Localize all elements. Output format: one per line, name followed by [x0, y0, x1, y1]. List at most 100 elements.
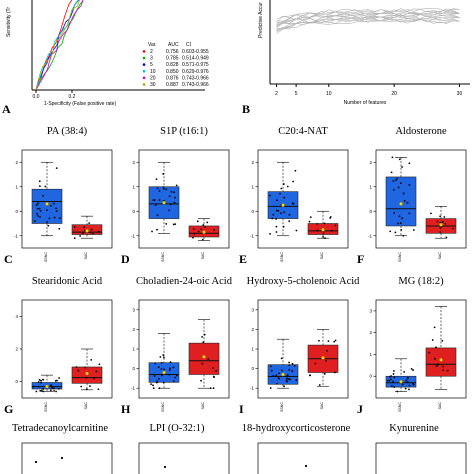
- boxplot-point: [150, 383, 152, 386]
- boxplot-point: [433, 357, 436, 360]
- boxplot-point: [152, 387, 155, 390]
- boxplot-point: [46, 221, 49, 223]
- boxplot-point: [49, 389, 52, 392]
- boxplot-point: [172, 366, 175, 369]
- boxplot-point: [392, 373, 395, 375]
- boxplot-mean-marker: [202, 230, 206, 234]
- boxplot-point: [390, 171, 393, 174]
- roc-legend-var: 2: [150, 49, 153, 55]
- boxplot-point: [408, 184, 411, 186]
- boxplot-point: [318, 339, 320, 342]
- roc-legend-ci: 0.571-0.975: [182, 62, 209, 68]
- boxplot-point: [168, 369, 171, 371]
- boxplot-point: [173, 201, 176, 204]
- boxplot-point: [39, 389, 42, 392]
- boxplot-point: [322, 232, 325, 235]
- boxplot-point: [286, 380, 289, 383]
- boxplot-point: [393, 386, 396, 388]
- boxplot-point: [446, 369, 449, 372]
- roc-curve: [35, 0, 84, 91]
- boxplot-point: [209, 387, 212, 390]
- boxplot-point: [269, 365, 272, 368]
- boxplot-point: [391, 156, 394, 159]
- boxplot-point: [42, 390, 45, 393]
- boxplot-y-tick-label: 0: [132, 366, 135, 371]
- roc-legend-ci: 0.629-0.976: [182, 69, 209, 75]
- boxplot-y-tick-label: 0: [369, 374, 372, 379]
- boxplot-y-tick-label: 1: [369, 352, 372, 357]
- boxplot-point: [399, 222, 402, 224]
- boxplot-point: [288, 361, 291, 364]
- boxplot-mean-marker: [281, 372, 285, 377]
- boxplot-point: [408, 212, 411, 215]
- boxplot-point: [58, 217, 61, 220]
- boxplot-point: [83, 226, 86, 228]
- boxplot-point: [170, 190, 173, 193]
- panel-letter-d: D: [121, 252, 130, 266]
- boxplot-point: [275, 374, 278, 377]
- boxplot-point: [36, 214, 39, 217]
- boxplot-point: [282, 225, 285, 228]
- boxplot-point: [402, 192, 405, 195]
- boxplot-y-tick-label: -1: [250, 233, 254, 238]
- boxplot-point: [38, 180, 41, 183]
- boxplot-point: [73, 237, 76, 240]
- roc-legend-var: 3: [150, 56, 153, 62]
- boxplot-point: [401, 217, 403, 220]
- boxplot-y-tick-label: 0: [132, 209, 135, 214]
- boxplot-point: [206, 221, 209, 224]
- boxplot-point: [37, 385, 40, 388]
- boxplot-point: [196, 220, 199, 223]
- boxplot-point: [156, 187, 159, 190]
- boxplot-point: [201, 238, 204, 241]
- boxplot-point: [278, 372, 280, 375]
- boxplot-point: [77, 369, 80, 372]
- boxplot-point: [89, 385, 91, 388]
- boxplot-point: [91, 232, 94, 235]
- boxplot-point: [168, 373, 171, 376]
- boxplot-title: Aldosterone: [395, 126, 447, 137]
- boxplot-title: MG (18:2): [398, 276, 444, 287]
- boxplot-point: [39, 209, 42, 212]
- boxplot-point: [408, 388, 410, 391]
- boxplot-point: [392, 380, 394, 383]
- boxplot-point: [276, 199, 278, 202]
- boxplot-point: [165, 188, 168, 191]
- boxplot-category-label: SAC: [438, 252, 442, 260]
- boxplot-point: [396, 390, 399, 393]
- boxplot-point: [392, 180, 395, 182]
- boxplot-point: [48, 217, 51, 220]
- boxplot-point: [288, 220, 291, 222]
- boxplot-point: [35, 204, 38, 206]
- boxplot-point: [291, 370, 294, 372]
- boxplot-mean-marker: [85, 229, 89, 233]
- boxplot-panel: C20:4-NAT -1 0 1 2 SSNC SAC: [250, 126, 349, 262]
- boxplot-point: [282, 183, 285, 185]
- boxplot-point: [289, 378, 291, 381]
- boxplot-point: [42, 388, 45, 390]
- boxplot-point: [435, 346, 437, 349]
- boxplot-point: [334, 224, 337, 227]
- boxplot-point: [53, 216, 56, 219]
- boxplot-point: [399, 182, 402, 185]
- boxplot-point: [388, 379, 391, 382]
- boxplot-point: [158, 190, 161, 192]
- boxplot-point: [53, 202, 55, 205]
- boxplot-point: [55, 167, 58, 169]
- boxplot-point: [439, 226, 442, 229]
- boxplot-point: [37, 202, 40, 205]
- boxplot-point: [161, 374, 163, 377]
- roc-legend-ci: 0.603-0.955: [182, 49, 209, 55]
- boxplot-point: [193, 233, 196, 235]
- boxplot-point: [162, 381, 165, 384]
- panel-b-accuracy: 2 5 10 20 30 Number of features Predictive A…: [258, 0, 470, 106]
- boxplot-y-tick-label: 1: [15, 184, 18, 189]
- boxplot-point: [285, 379, 288, 382]
- bottom-frame-2: [257, 442, 349, 474]
- roc-legend-marker: [142, 63, 146, 66]
- boxplot-point: [394, 231, 397, 234]
- boxplot-category-label: SSNC: [398, 402, 402, 412]
- boxplot-category-label: SSNC: [44, 252, 48, 262]
- boxplot-category-label: SAC: [201, 402, 205, 410]
- boxplot-panels: PA (38:4) -1 0 1 2 SSNC SAC S1P (t16:1) -1 0 1 2 SSN…: [14, 126, 467, 412]
